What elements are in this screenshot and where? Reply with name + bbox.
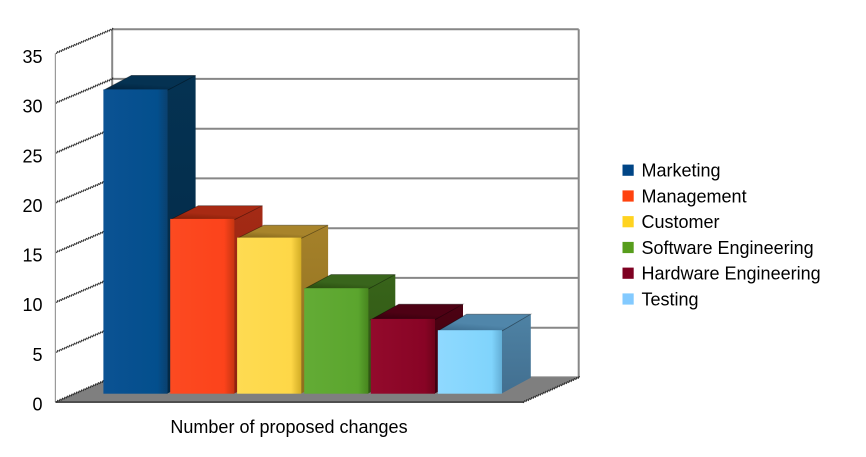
svg-text:Testing: Testing	[642, 289, 699, 309]
svg-text:Marketing: Marketing	[642, 161, 721, 181]
svg-text:5: 5	[32, 345, 42, 365]
svg-text:20: 20	[22, 196, 42, 216]
svg-text:0: 0	[32, 395, 42, 415]
svg-text:15: 15	[22, 246, 42, 266]
svg-text:10: 10	[22, 295, 42, 315]
svg-text:Number of proposed changes: Number of proposed changes	[170, 417, 407, 437]
svg-text:25: 25	[22, 146, 42, 166]
svg-text:Customer: Customer	[642, 212, 720, 232]
svg-text:Software Engineering: Software Engineering	[642, 238, 814, 258]
svg-text:35: 35	[22, 47, 42, 67]
svg-text:30: 30	[22, 97, 42, 117]
svg-text:Hardware Engineering: Hardware Engineering	[642, 264, 821, 284]
svg-text:Management: Management	[642, 186, 747, 206]
